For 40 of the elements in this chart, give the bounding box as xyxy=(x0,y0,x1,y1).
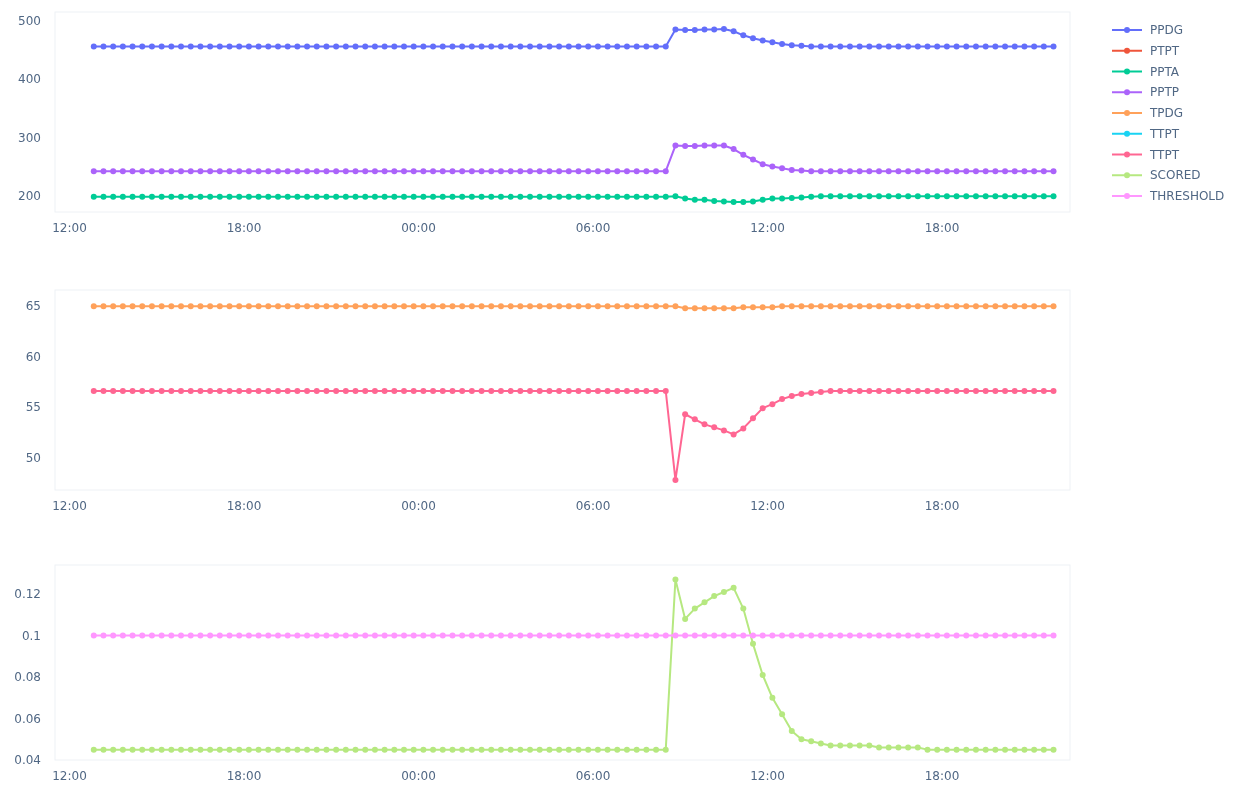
x-tick-label: 00:00 xyxy=(401,221,436,236)
legend-label: TTPT xyxy=(1149,126,1180,141)
legend-label: THRESHOLD xyxy=(1149,189,1225,204)
y-tick-label: 0.08 xyxy=(14,670,41,685)
legend-label: PPTA xyxy=(1150,64,1180,79)
x-tick-label: 18:00 xyxy=(924,499,960,514)
x-tick-label: 18:00 xyxy=(226,499,262,514)
legend-label: TTPT xyxy=(1149,147,1180,162)
y-tick-label: 50 xyxy=(25,450,41,465)
y-tick-label: 0.06 xyxy=(14,711,41,726)
legend-label: PTPT xyxy=(1150,43,1180,58)
y-tick-label: 0.12 xyxy=(14,587,41,602)
y-tick-label: 200 xyxy=(18,188,41,203)
y-tick-label: 0.04 xyxy=(14,753,41,768)
legend-label: SCORED xyxy=(1150,168,1201,183)
x-tick-label: 00:00 xyxy=(401,499,436,514)
y-tick-label: 0.1 xyxy=(21,628,41,643)
y-tick-label: 55 xyxy=(25,400,41,415)
x-tick-label: 06:00 xyxy=(575,769,611,784)
x-tick-label: 12:00 xyxy=(52,769,87,784)
y-tick-label: 500 xyxy=(18,13,41,28)
y-tick-label: 400 xyxy=(18,72,41,87)
legend-label: TPDG xyxy=(1149,106,1184,121)
y-tick-label: 65 xyxy=(25,299,41,314)
x-tick-label: 12:00 xyxy=(52,221,87,236)
x-tick-label: 12:00 xyxy=(750,769,785,784)
x-tick-label: 18:00 xyxy=(226,769,262,784)
x-tick-label: 00:00 xyxy=(401,769,436,784)
x-tick-label: 18:00 xyxy=(226,221,262,236)
x-tick-label: 06:00 xyxy=(575,221,611,236)
y-tick-label: 300 xyxy=(18,130,41,145)
x-tick-label: 18:00 xyxy=(924,769,960,784)
x-tick-label: 12:00 xyxy=(750,499,785,514)
legend-label: PPDG xyxy=(1150,23,1184,38)
x-tick-label: 12:00 xyxy=(52,499,87,514)
x-tick-label: 06:00 xyxy=(575,499,611,514)
legend-label: PPTP xyxy=(1150,85,1180,100)
x-tick-label: 12:00 xyxy=(750,221,785,236)
y-tick-label: 60 xyxy=(25,349,41,364)
x-tick-label: 18:00 xyxy=(924,221,960,236)
